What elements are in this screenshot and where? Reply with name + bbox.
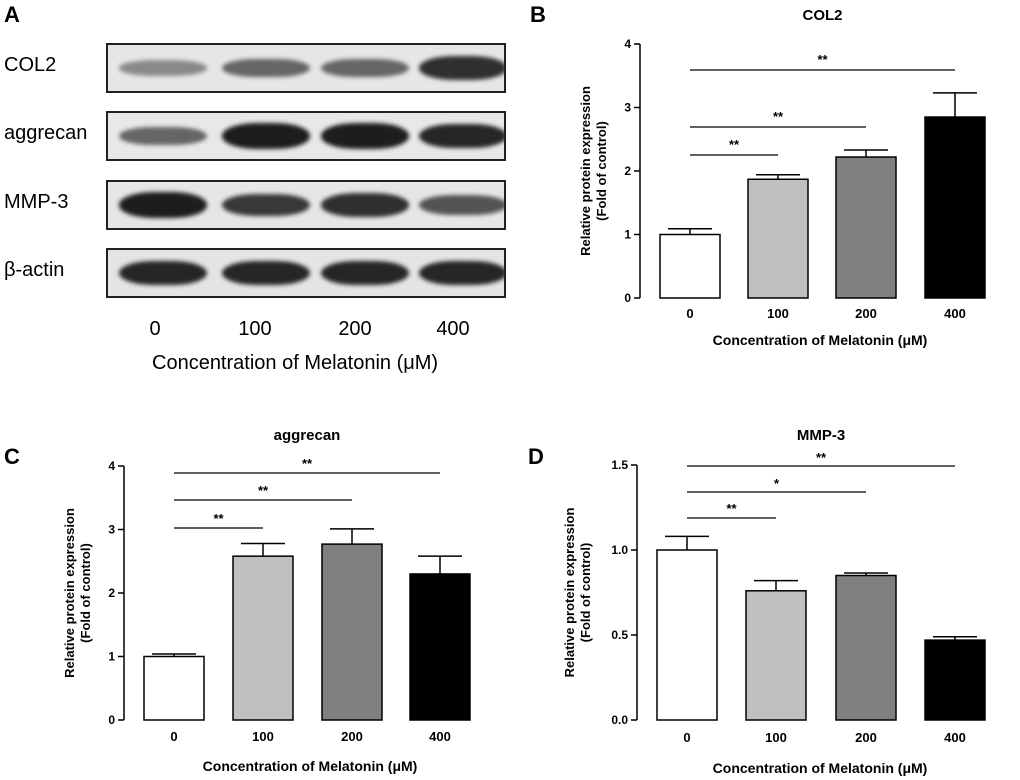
y-tick-label: 0 bbox=[108, 713, 115, 727]
significance-label: ** bbox=[258, 483, 269, 498]
bar bbox=[232, 555, 294, 721]
blot-band bbox=[222, 123, 310, 149]
chart-title: aggrecan bbox=[274, 427, 341, 444]
blot-band bbox=[321, 260, 409, 286]
y-tick-label: 4 bbox=[108, 459, 115, 473]
bar bbox=[409, 573, 471, 721]
blot-band bbox=[119, 60, 207, 76]
bar bbox=[143, 655, 205, 721]
x-tick-label: 0 bbox=[683, 730, 690, 745]
x-tick-label: 100 bbox=[252, 729, 274, 744]
y-axis-label-units: (Fold of control) bbox=[594, 121, 609, 221]
bar bbox=[656, 549, 718, 721]
panel-letter-b: B bbox=[530, 2, 546, 27]
wb-lane-label: 400 bbox=[436, 318, 470, 340]
y-tick-label: 3 bbox=[624, 101, 631, 115]
bar bbox=[745, 590, 807, 721]
wb-lane-label: 100 bbox=[238, 318, 272, 340]
y-tick-label: 0.0 bbox=[611, 713, 628, 727]
blot-mmp3 bbox=[106, 180, 506, 230]
blot-band bbox=[419, 56, 504, 80]
blot-band bbox=[119, 126, 207, 146]
y-axis-label-units: (Fold of control) bbox=[78, 543, 93, 643]
y-tick-label: 1 bbox=[624, 228, 631, 242]
x-tick-label: 400 bbox=[429, 729, 451, 744]
y-tick-label: 3 bbox=[108, 523, 115, 537]
chart-title: COL2 bbox=[802, 7, 842, 24]
x-tick-label: 200 bbox=[341, 729, 363, 744]
blot-band bbox=[119, 192, 207, 218]
x-tick-label: 200 bbox=[855, 306, 877, 321]
y-axis-label: Relative protein expression bbox=[578, 86, 593, 256]
x-tick-label: 100 bbox=[765, 730, 787, 745]
chart-title: MMP-3 bbox=[797, 427, 845, 444]
blot-band bbox=[222, 58, 310, 78]
y-tick-label: 1.0 bbox=[611, 543, 628, 557]
bar bbox=[747, 178, 809, 299]
bar bbox=[835, 156, 897, 299]
wb-lane-label: 0 bbox=[149, 318, 161, 340]
blot-band bbox=[419, 260, 504, 286]
significance-label: ** bbox=[302, 456, 313, 471]
x-tick-label: 0 bbox=[170, 729, 177, 744]
y-tick-label: 1 bbox=[108, 650, 115, 664]
blot-band bbox=[419, 194, 504, 216]
blot-band bbox=[222, 260, 310, 286]
wb-label-mmp3: MMP-3 bbox=[4, 191, 69, 213]
y-tick-label: 0.5 bbox=[611, 628, 628, 642]
significance-label: ** bbox=[773, 109, 784, 124]
bar bbox=[924, 116, 986, 299]
blot-band bbox=[321, 123, 409, 149]
y-tick-label: 4 bbox=[624, 37, 631, 51]
significance-label: ** bbox=[817, 52, 828, 67]
y-axis-label: Relative protein expression bbox=[62, 508, 77, 678]
panel-letter-a: A bbox=[4, 2, 20, 27]
wb-label-beta-actin: β-actin bbox=[4, 259, 65, 281]
bar bbox=[659, 233, 721, 299]
blot-band bbox=[321, 58, 409, 78]
blot-aggrecan bbox=[106, 111, 506, 161]
y-tick-label: 1.5 bbox=[611, 458, 628, 472]
panel-letter-c: C bbox=[4, 444, 20, 469]
x-tick-label: 400 bbox=[944, 730, 966, 745]
x-axis-label: Concentration of Melatonin (μM) bbox=[713, 332, 928, 348]
x-axis-label: Concentration of Melatonin (μM) bbox=[203, 758, 418, 774]
blot-band bbox=[222, 193, 310, 217]
bar bbox=[321, 543, 383, 721]
significance-label: ** bbox=[726, 501, 737, 516]
bar bbox=[924, 639, 986, 721]
blot-band bbox=[419, 123, 504, 149]
blot-col2 bbox=[106, 43, 506, 93]
y-axis-label: Relative protein expression bbox=[562, 508, 577, 678]
bar bbox=[835, 574, 897, 721]
significance-label: * bbox=[774, 476, 780, 491]
wb-label-aggrecan: aggrecan bbox=[4, 122, 88, 144]
y-tick-label: 2 bbox=[108, 586, 115, 600]
significance-label: ** bbox=[729, 137, 740, 152]
wb-lane-label: 200 bbox=[338, 318, 372, 340]
y-axis-label-units: (Fold of control) bbox=[578, 543, 593, 643]
x-tick-label: 200 bbox=[855, 730, 877, 745]
significance-label: ** bbox=[213, 511, 224, 526]
x-tick-label: 0 bbox=[686, 306, 693, 321]
x-tick-label: 400 bbox=[944, 306, 966, 321]
panel-letter-d: D bbox=[528, 444, 544, 469]
y-tick-label: 0 bbox=[624, 291, 631, 305]
significance-label: ** bbox=[816, 450, 827, 465]
blot-band bbox=[119, 260, 207, 286]
wb-x-axis-label: Concentration of Melatonin (μM) bbox=[152, 352, 439, 374]
blot-band bbox=[321, 193, 409, 217]
x-axis-label: Concentration of Melatonin (μM) bbox=[713, 760, 928, 776]
blot-beta-actin bbox=[106, 248, 506, 298]
wb-label-col2: COL2 bbox=[4, 54, 57, 76]
y-tick-label: 2 bbox=[624, 164, 631, 178]
x-tick-label: 100 bbox=[767, 306, 789, 321]
